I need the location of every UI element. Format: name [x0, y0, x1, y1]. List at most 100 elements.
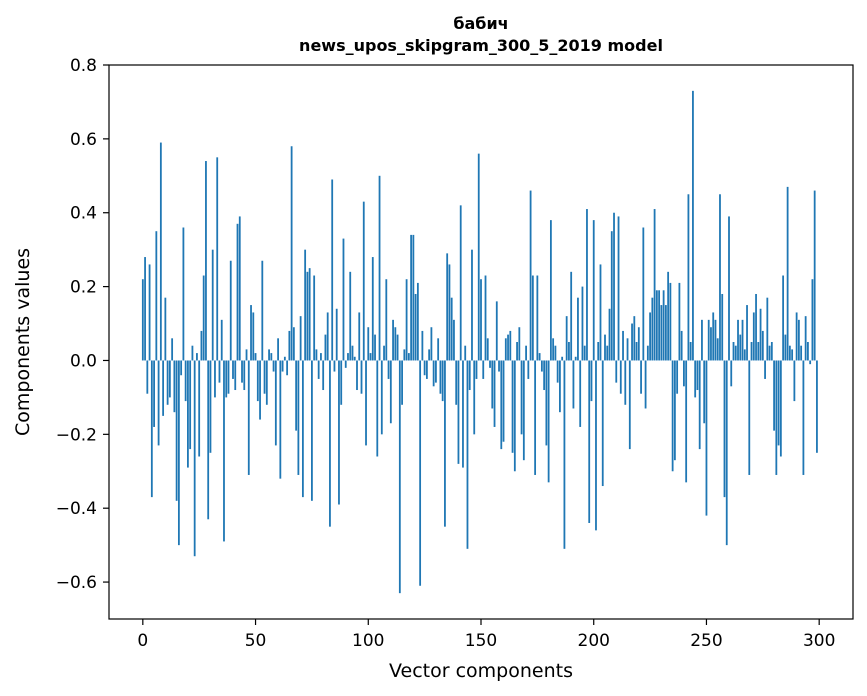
- bar: [277, 338, 279, 361]
- y-tick-label: 0.2: [70, 278, 97, 298]
- bar: [680, 330, 683, 361]
- bar: [340, 360, 343, 405]
- bar: [182, 227, 185, 361]
- bar: [412, 234, 415, 361]
- bar: [184, 360, 187, 402]
- bar: [392, 319, 394, 361]
- x-axis-ticks: 0 50 100 150 200 250 300: [137, 619, 835, 651]
- bar: [155, 231, 158, 361]
- bar: [353, 356, 356, 361]
- bar: [716, 338, 719, 361]
- bar: [646, 345, 649, 361]
- bar: [610, 231, 613, 361]
- bar: [599, 264, 602, 361]
- bar: [403, 349, 406, 361]
- bar: [180, 360, 183, 376]
- bar: [809, 360, 812, 365]
- chart-title: бабич: [453, 14, 508, 33]
- bar: [793, 360, 796, 402]
- bar: [320, 353, 322, 361]
- bar: [342, 238, 345, 361]
- bar: [220, 319, 223, 361]
- bar: [653, 209, 656, 361]
- bar: [360, 360, 363, 394]
- bar: [617, 216, 620, 361]
- bar: [549, 220, 552, 361]
- bar: [504, 338, 507, 361]
- bar: [775, 360, 778, 475]
- bar: [705, 360, 708, 516]
- bar: [671, 360, 674, 472]
- bar: [626, 338, 629, 361]
- bar: [604, 334, 606, 361]
- bar: [531, 275, 534, 361]
- bar: [290, 146, 293, 361]
- bar: [410, 234, 413, 361]
- x-tick-label: 100: [352, 631, 384, 651]
- bar: [482, 360, 485, 379]
- bar: [279, 360, 282, 479]
- bar: [556, 360, 559, 383]
- bar: [624, 360, 627, 405]
- bar: [223, 360, 225, 542]
- bar: [196, 353, 198, 361]
- bar: [525, 345, 527, 361]
- x-tick-label: 200: [578, 631, 610, 651]
- bar: [471, 249, 473, 361]
- bar: [380, 360, 383, 435]
- bar: [703, 360, 706, 424]
- bar: [256, 360, 259, 402]
- bar: [721, 293, 724, 361]
- bar: [752, 312, 755, 361]
- bar: [741, 319, 744, 361]
- bar: [782, 275, 785, 361]
- bar: [757, 342, 760, 361]
- bar: [676, 360, 679, 394]
- bar: [565, 316, 568, 361]
- bar: [444, 360, 446, 527]
- bar: [335, 308, 338, 361]
- bar: [500, 360, 503, 450]
- bar: [807, 342, 809, 361]
- bar: [694, 360, 697, 398]
- bar: [274, 360, 277, 446]
- bar: [299, 316, 302, 361]
- bar: [520, 360, 523, 435]
- y-tick-label: −0.6: [56, 573, 97, 593]
- bar: [655, 290, 658, 361]
- bar: [205, 161, 207, 361]
- bar: [673, 360, 676, 461]
- bar: [164, 297, 167, 361]
- bar: [441, 360, 444, 402]
- bar: [177, 360, 180, 546]
- bar: [816, 360, 818, 453]
- bar: [728, 216, 730, 361]
- bar: [371, 257, 374, 361]
- bar: [766, 297, 769, 361]
- bar: [272, 360, 275, 372]
- bar: [292, 327, 295, 361]
- bar: [755, 293, 757, 361]
- bar: [308, 268, 311, 361]
- bar: [513, 360, 516, 472]
- bar: [173, 360, 176, 413]
- bar: [484, 275, 487, 361]
- bar: [236, 223, 239, 361]
- bar: [281, 360, 284, 372]
- bar: [601, 360, 604, 487]
- bar: [577, 297, 579, 361]
- bar: [662, 290, 665, 361]
- bar: [664, 305, 667, 361]
- bar: [536, 275, 539, 361]
- bar: [543, 360, 546, 391]
- bar: [437, 338, 440, 361]
- bar: [462, 360, 464, 468]
- bar: [495, 301, 498, 361]
- bar: [547, 360, 550, 483]
- bar: [649, 312, 651, 361]
- bar: [225, 360, 228, 398]
- bar: [723, 360, 726, 498]
- bar: [631, 323, 633, 361]
- bar: [779, 360, 782, 457]
- bar: [286, 360, 289, 376]
